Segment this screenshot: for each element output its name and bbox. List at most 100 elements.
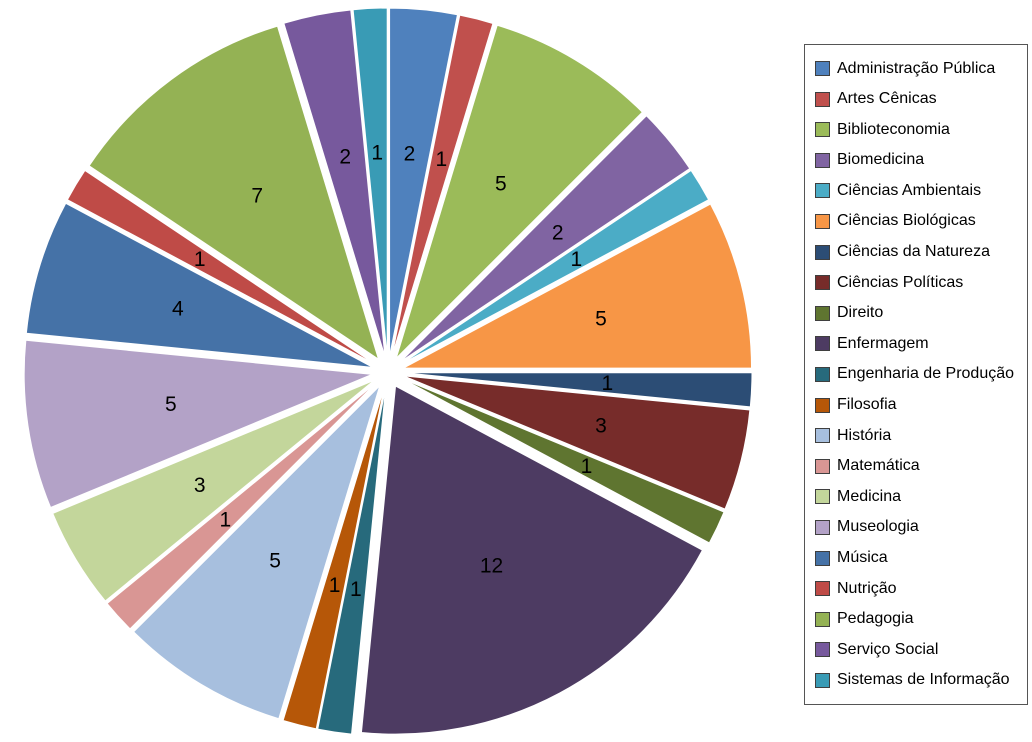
legend-swatch-filosofia [815, 397, 830, 413]
slice-value-label-direito: 1 [581, 455, 593, 478]
legend-item-medicina[interactable]: Medicina [815, 482, 1021, 511]
slice-value-label-matematica: 1 [219, 509, 231, 532]
slice-value-label-museologia: 5 [165, 393, 177, 416]
legend-item-artes-cenicas[interactable]: Artes Cênicas [815, 85, 1021, 114]
pie-slice-engenharia-de-producao[interactable] [317, 387, 387, 735]
pie-slice-administracao-publica[interactable] [389, 7, 459, 357]
slice-value-label-biblioteconomia: 5 [495, 173, 507, 196]
slice-value-label-medicina: 3 [194, 474, 206, 497]
legend-item-museologia[interactable]: Museologia [815, 513, 1021, 542]
legend-item-enfermagem[interactable]: Enfermagem [815, 329, 1021, 358]
legend-swatch-direito [815, 305, 830, 321]
legend-item-biblioteconomia[interactable]: Biblioteconomia [815, 115, 1021, 144]
legend-label-museologia: Museologia [837, 518, 919, 536]
legend-swatch-enfermagem [815, 336, 830, 352]
legend-item-ciencias-biologicas[interactable]: Ciências Biológicas [815, 207, 1021, 236]
pie-slice-biomedicina[interactable] [400, 115, 691, 363]
legend-label-direito: Direito [837, 304, 884, 322]
legend-label-ciencias-politicas: Ciências Políticas [837, 273, 964, 291]
legend-item-nutricao[interactable]: Nutrição [815, 574, 1021, 603]
pie-slice-direito[interactable] [402, 378, 725, 544]
slice-value-label-engenharia-de-producao: 1 [350, 578, 362, 601]
legend-item-ciencias-da-natureza[interactable]: Ciências da Natureza [815, 238, 1021, 267]
slice-value-label-enfermagem: 12 [480, 555, 503, 578]
legend-swatch-ciencias-ambientais [815, 183, 830, 199]
pie-slice-artes-cenicas[interactable] [391, 14, 494, 357]
slice-value-label-ciencias-politicas: 3 [595, 414, 607, 437]
legend-label-ciencias-da-natureza: Ciências da Natureza [837, 243, 990, 261]
legend-label-ciencias-ambientais: Ciências Ambientais [837, 181, 982, 199]
legend-swatch-ciencias-da-natureza [815, 244, 830, 260]
legend-item-matematica[interactable]: Matemática [815, 452, 1021, 481]
slice-value-label-ciencias-da-natureza: 1 [601, 372, 613, 395]
slice-value-label-musica: 4 [172, 297, 184, 320]
legend-swatch-engenharia-de-producao [815, 366, 830, 382]
legend-swatch-biomedicina [815, 152, 830, 168]
legend-label-biblioteconomia: Biblioteconomia [837, 120, 950, 138]
slice-value-label-ciencias-biologicas: 5 [595, 308, 607, 331]
legend-label-administracao-publica: Administração Pública [837, 59, 996, 77]
legend-item-filosofia[interactable]: Filosofia [815, 391, 1021, 420]
legend-swatch-medicina [815, 489, 830, 505]
pie-slice-enfermagem[interactable] [360, 385, 704, 735]
legend-label-pedagogia: Pedagogia [837, 610, 914, 628]
pie-slice-historia[interactable] [132, 385, 381, 720]
legend-label-enfermagem: Enfermagem [837, 334, 929, 352]
legend-item-sistemas-de-informacao[interactable]: Sistemas de Informação [815, 666, 1021, 695]
pie-slice-ciencias-ambientais[interactable] [401, 169, 710, 365]
legend-swatch-matematica [815, 458, 830, 474]
pie-slice-musica[interactable] [25, 202, 373, 368]
legend-item-administracao-publica[interactable]: Administração Pública [815, 54, 1021, 83]
legend-swatch-nutricao [815, 581, 830, 597]
legend-swatch-sistemas-de-informacao [815, 672, 830, 688]
legend-label-artes-cenicas: Artes Cênicas [837, 90, 937, 108]
legend-swatch-museologia [815, 519, 830, 535]
pie-slice-matematica[interactable] [106, 382, 377, 630]
pie-slice-nutricao[interactable] [66, 169, 375, 365]
legend-swatch-ciencias-politicas [815, 275, 830, 291]
slice-value-label-sistemas-de-informacao: 1 [371, 142, 383, 165]
legend-item-servico-social[interactable]: Serviço Social [815, 635, 1021, 664]
slice-value-label-ciencias-ambientais: 1 [570, 248, 582, 271]
pie-slice-ciencias-biologicas[interactable] [403, 203, 753, 369]
legend-swatch-servico-social [815, 642, 830, 658]
pie-slice-sistemas-de-informacao[interactable] [352, 7, 388, 357]
pie-slice-filosofia[interactable] [282, 387, 385, 730]
pie-slice-biblioteconomia[interactable] [395, 24, 644, 359]
slice-value-label-nutricao: 1 [194, 248, 206, 271]
pie-slice-ciencias-da-natureza[interactable] [403, 372, 753, 408]
legend-label-biomedicina: Biomedicina [837, 151, 925, 169]
legend-item-engenharia-de-producao[interactable]: Engenharia de Produção [815, 360, 1021, 389]
legend-item-biomedicina[interactable]: Biomedicina [815, 146, 1021, 175]
slice-value-label-historia: 5 [269, 549, 281, 572]
legend-swatch-historia [815, 428, 830, 444]
legend-label-filosofia: Filosofia [837, 396, 897, 414]
chart-legend: Administração Pública Artes Cênicas Biblio… [804, 44, 1028, 705]
legend-item-musica[interactable]: Música [815, 544, 1021, 573]
legend-swatch-administracao-publica [815, 61, 830, 76]
legend-item-ciencias-ambientais[interactable]: Ciências Ambientais [815, 176, 1021, 205]
legend-label-medicina: Medicina [837, 487, 902, 505]
legend-label-engenharia-de-producao: Engenharia de Produção [837, 365, 1015, 383]
legend-swatch-pedagogia [815, 611, 830, 627]
legend-label-servico-social: Serviço Social [837, 640, 939, 658]
slice-value-label-servico-social: 2 [339, 146, 351, 169]
legend-item-historia[interactable]: História [815, 421, 1021, 450]
pie-slice-pedagogia[interactable] [88, 25, 380, 361]
pie-slice-museologia[interactable] [23, 339, 373, 509]
legend-label-matematica: Matemática [837, 457, 920, 475]
legend-swatch-artes-cenicas [815, 91, 830, 107]
pie-slice-servico-social[interactable] [283, 9, 386, 357]
legend-item-direito[interactable]: Direito [815, 299, 1021, 328]
slice-value-label-biomedicina: 2 [552, 222, 564, 245]
legend-item-ciencias-politicas[interactable]: Ciências Políticas [815, 268, 1021, 297]
legend-label-historia: História [837, 426, 892, 444]
legend-label-ciencias-biologicas: Ciências Biológicas [837, 212, 976, 230]
legend-item-pedagogia[interactable]: Pedagogia [815, 605, 1021, 634]
pie-slice-medicina[interactable] [52, 379, 375, 602]
slice-value-label-filosofia: 1 [329, 574, 341, 597]
legend-swatch-biblioteconomia [815, 122, 830, 138]
slice-value-label-artes-cenicas: 1 [436, 148, 448, 171]
pie-slice-ciencias-politicas[interactable] [403, 375, 751, 510]
